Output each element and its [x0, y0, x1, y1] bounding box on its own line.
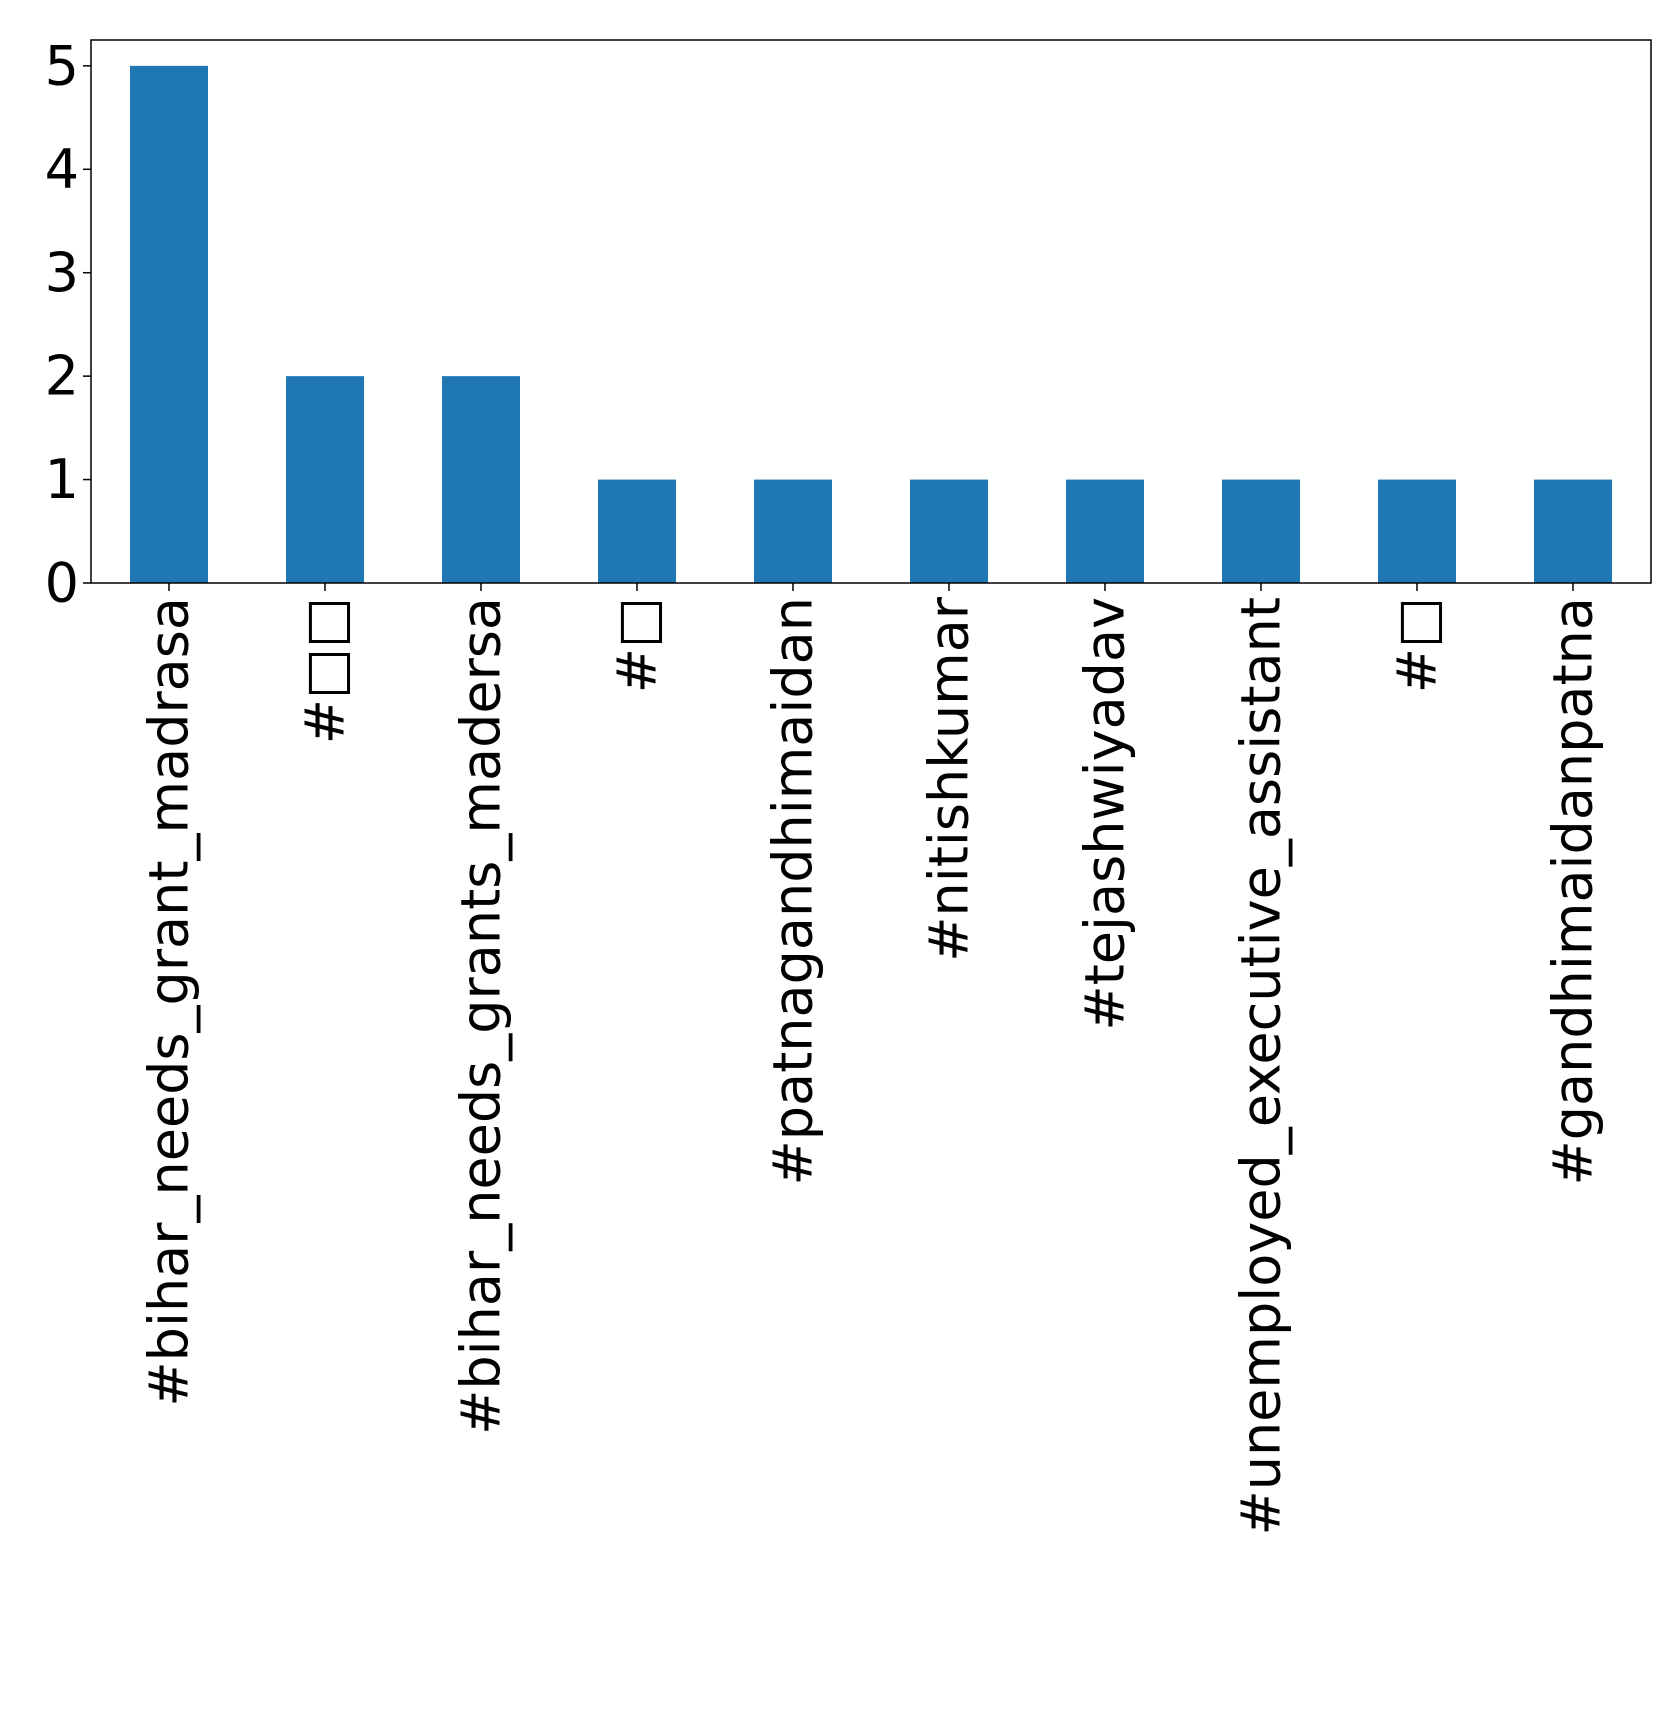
x-tick-label-0: #bihar_needs_grant_madrasa [138, 597, 201, 1407]
bar-7 [1222, 479, 1300, 583]
y-tick-label-2: 2 [45, 345, 79, 408]
bar-5 [910, 479, 988, 583]
x-tick-label-8: #□ [1386, 597, 1449, 693]
bar-2 [442, 376, 520, 583]
bar-0 [130, 65, 208, 584]
y-tick-label-0: 0 [45, 552, 79, 615]
bar-6 [1066, 479, 1144, 583]
bars-group [130, 65, 1612, 584]
y-tick-label-1: 1 [45, 448, 79, 511]
x-axis-ticks: #bihar_needs_grant_madrasa #□□ #bihar_need… [138, 583, 1605, 1536]
y-tick-label-3: 3 [45, 241, 79, 304]
bar-9 [1534, 479, 1612, 583]
plot-frame [90, 39, 1652, 584]
x-tick-label-1: #□□ [294, 597, 357, 744]
y-axis-ticks: 0 1 2 3 4 5 [45, 34, 91, 615]
bar-4 [754, 479, 832, 583]
bar-8 [1378, 479, 1456, 583]
x-tick-label-3: #□ [606, 597, 669, 693]
bar-1 [286, 376, 364, 583]
y-tick-label-5: 5 [45, 34, 79, 97]
y-tick-label-4: 4 [45, 138, 79, 201]
x-tick-label-5: #nitishkumar [918, 596, 981, 962]
x-tick-label-7: #unemployed_executive_assistant [1230, 597, 1293, 1536]
bar-3 [598, 479, 676, 583]
x-tick-label-4: #patnagandhimaidan [762, 597, 825, 1186]
x-tick-label-6: #tejashwiyadav [1074, 597, 1137, 1031]
x-tick-label-9: #gandhimaidanpatna [1542, 597, 1605, 1186]
x-tick-label-2: #bihar_needs_grants_madersa [450, 597, 513, 1435]
